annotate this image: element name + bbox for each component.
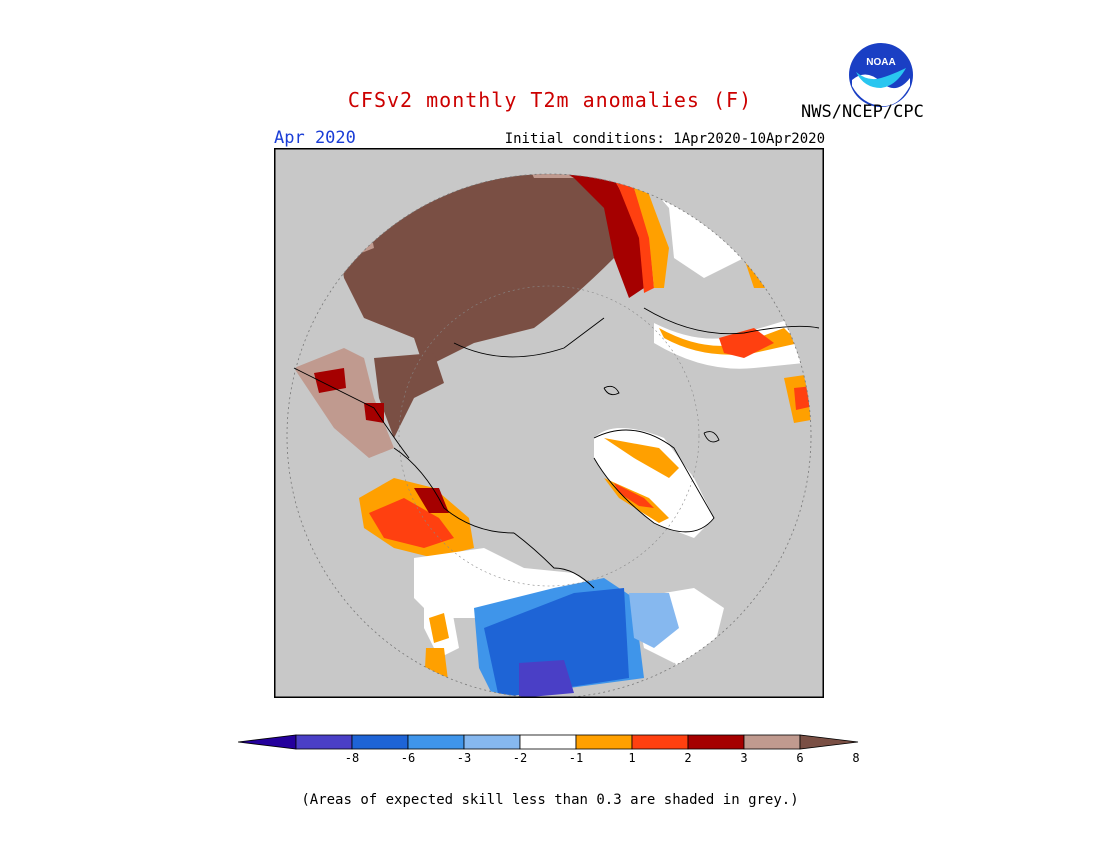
colorbar-swatch: [519, 734, 577, 750]
noaa-logo-icon: NOAA: [848, 42, 914, 108]
region-hudson-bay-south: [519, 660, 574, 698]
colorbar-swatch: [351, 734, 409, 750]
skill-note: (Areas of expected skill less than 0.3 a…: [301, 792, 799, 808]
polar-map: [274, 148, 824, 699]
region-west-russia: [529, 174, 644, 298]
region-siberia-east: [374, 353, 444, 438]
region-greenland: [594, 428, 714, 538]
colorbar-tick-label: 8: [852, 751, 860, 765]
colorbar-tick-label: 6: [796, 751, 804, 765]
colorbar-swatch: [407, 734, 465, 750]
colorbar-swatch: [631, 734, 689, 750]
colorbar-tick-label: -3: [456, 751, 472, 765]
colorbar-tick-label: 3: [740, 751, 748, 765]
forecast-month: Apr 2020: [274, 128, 356, 148]
colorbar-min-arrow: [237, 734, 297, 750]
colorbar-tick-label: -6: [400, 751, 416, 765]
colorbar: [237, 732, 862, 752]
agency-label: NWS/NCEP/CPC: [801, 102, 924, 122]
colorbar-swatch: [463, 734, 521, 750]
initial-conditions-label: Initial conditions: 1Apr2020-10Apr2020: [504, 131, 825, 147]
logo-text: NOAA: [866, 57, 895, 68]
colorbar-tick-label: -1: [568, 751, 584, 765]
colorbar-tick-label: 1: [628, 751, 636, 765]
colorbar-swatch: [743, 734, 801, 750]
colorbar-tick-label: -8: [344, 751, 360, 765]
chart-title: CFSv2 monthly T2m anomalies (F): [347, 88, 753, 112]
colorbar-tick-label: -2: [512, 751, 528, 765]
colorbar-swatch: [295, 734, 353, 750]
colorbar-tick-label: 2: [684, 751, 692, 765]
colorbar-swatch: [575, 734, 633, 750]
colorbar-swatch: [687, 734, 745, 750]
colorbar-max-arrow: [799, 734, 859, 750]
